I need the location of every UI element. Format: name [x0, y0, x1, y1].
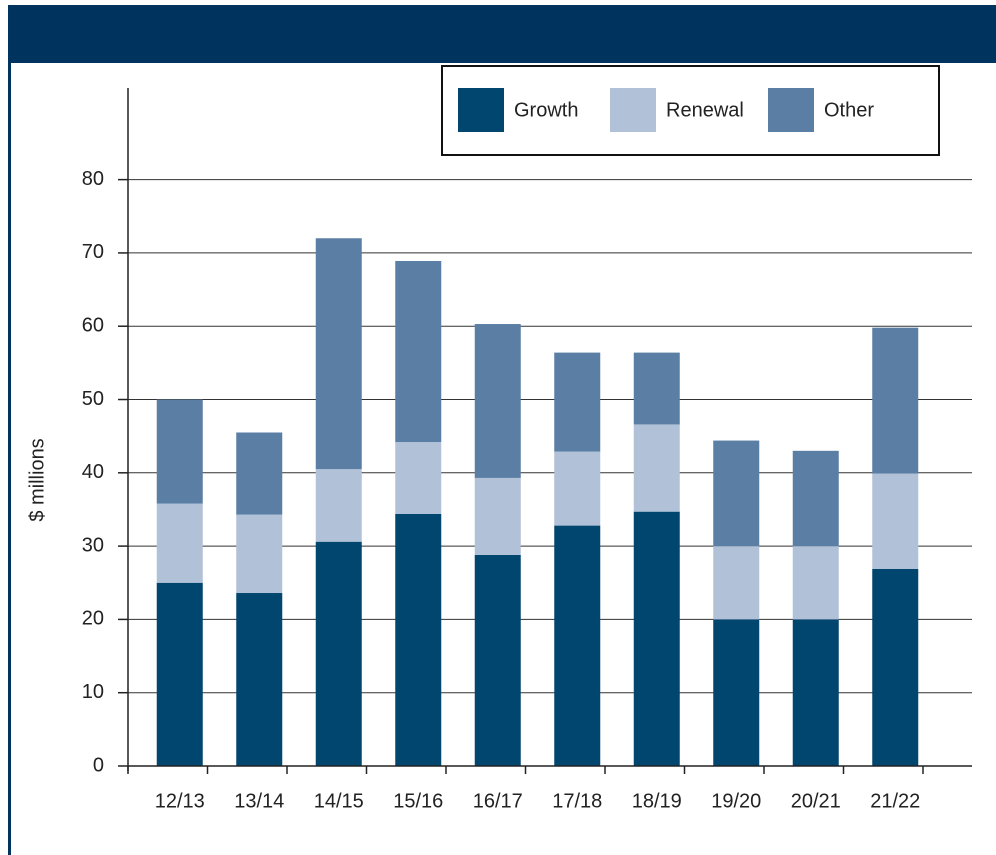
bar-segment: [315, 541, 362, 766]
bar-segment: [236, 593, 283, 766]
left-border: [8, 5, 11, 855]
bar-segment: [872, 327, 919, 474]
bar-segment: [792, 450, 839, 547]
x-tick-label: 16/17: [473, 790, 523, 812]
legend-label: Renewal: [666, 99, 744, 121]
bar-segment: [554, 352, 601, 452]
bar-segment: [236, 514, 283, 594]
bar-segment: [315, 238, 362, 470]
bar-segment: [156, 582, 203, 766]
y-axis-label: $ millions: [26, 438, 48, 521]
header-band: [8, 5, 996, 63]
bar-segment: [633, 352, 680, 425]
legend: Growth Renewal Other: [458, 88, 874, 132]
bar-segment: [633, 424, 680, 512]
y-tick-label: 10: [82, 681, 104, 703]
y-tick-label: 50: [82, 388, 104, 410]
x-tick-label: 13/14: [234, 790, 284, 812]
bar-segment: [474, 477, 521, 555]
x-tick-label: 12/13: [155, 790, 205, 812]
axes: 0 10 20 30 40 50 60 70 80 12/13 13/14 14/15 15/16 16/…: [82, 88, 972, 812]
bar-segment: [713, 619, 760, 766]
y-tick-label: 30: [82, 534, 104, 556]
x-tick-label: 14/15: [314, 790, 364, 812]
bar-segment: [554, 525, 601, 766]
bar-segment: [792, 619, 839, 766]
legend-swatch: [610, 88, 656, 132]
y-tick-label: 0: [93, 754, 104, 776]
legend-label: Growth: [514, 99, 578, 121]
bar-segment: [633, 511, 680, 766]
bar-segment: [713, 546, 760, 620]
bar-segment: [395, 442, 442, 514]
x-tick-label: 15/16: [393, 790, 443, 812]
bar-segment: [792, 546, 839, 620]
bar-segment: [315, 469, 362, 542]
legend-label: Other: [824, 99, 874, 121]
y-tick-label: 70: [82, 241, 104, 263]
y-tick-label: 20: [82, 608, 104, 630]
y-tick-label: 60: [82, 314, 104, 336]
bars: [156, 238, 919, 766]
bar-segment: [395, 260, 442, 443]
bar-segment: [395, 513, 442, 766]
bar-segment: [554, 451, 601, 526]
bar-segment: [872, 473, 919, 569]
x-tick-label: 19/20: [711, 790, 761, 812]
legend-swatch: [768, 88, 814, 132]
x-tick-label: 20/21: [791, 790, 841, 812]
bar-segment: [872, 568, 919, 766]
legend-box: [441, 65, 940, 156]
legend-swatch: [458, 88, 504, 132]
y-tick-label: 40: [82, 461, 104, 483]
bar-segment: [474, 554, 521, 766]
x-tick-label: 18/19: [632, 790, 682, 812]
bar-segment: [713, 440, 760, 547]
bar-segment: [156, 503, 203, 583]
x-tick-label: 21/22: [870, 790, 920, 812]
bar-segment: [236, 432, 283, 515]
x-tick-label: 17/18: [552, 790, 602, 812]
bar-segment: [474, 324, 521, 478]
y-tick-label: 80: [82, 168, 104, 190]
bar-segment: [156, 399, 203, 504]
